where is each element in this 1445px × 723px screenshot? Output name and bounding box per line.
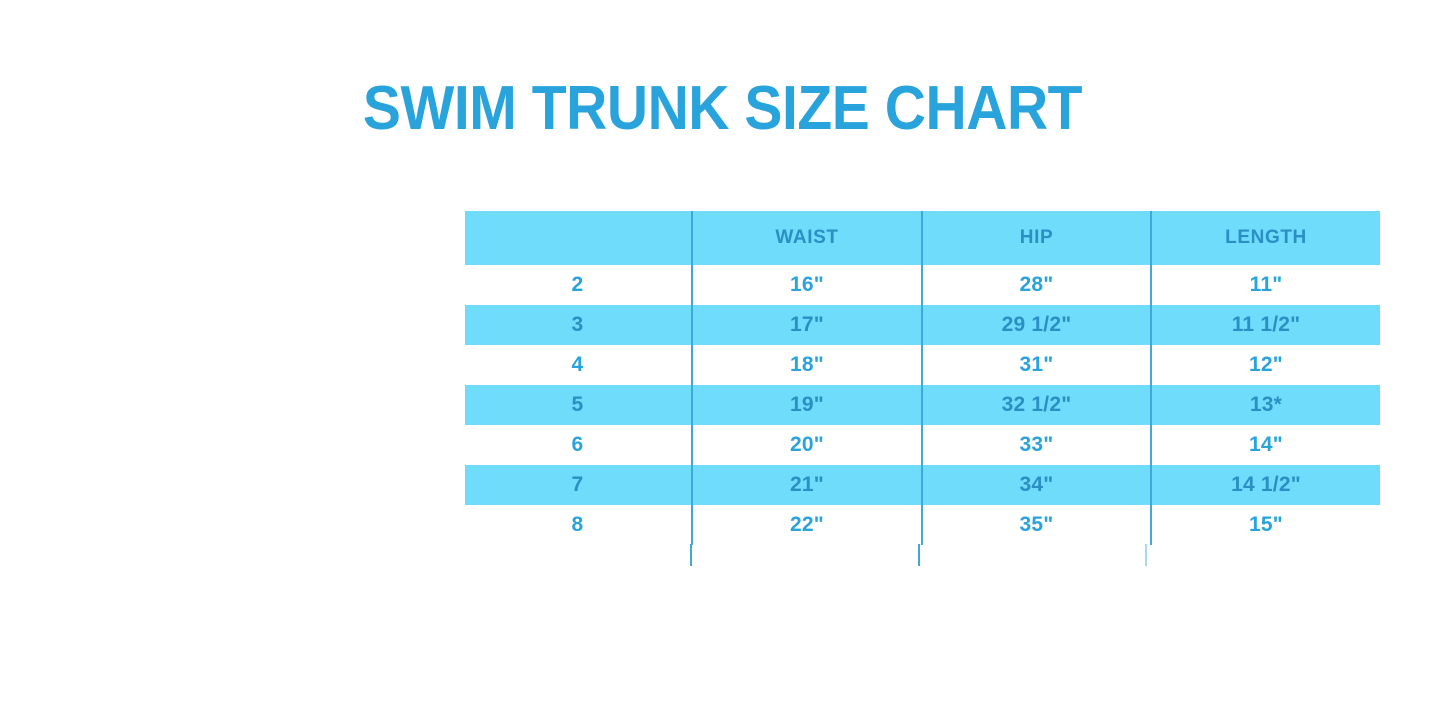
cell-length: 12" bbox=[1150, 345, 1380, 385]
table-header: WAIST HIP LENGTH bbox=[465, 211, 1380, 265]
cell-hip: 28" bbox=[921, 265, 1151, 305]
size-value: 2 bbox=[571, 273, 584, 296]
cell-size: 2 bbox=[465, 265, 692, 305]
size-value: 6 bbox=[571, 433, 584, 456]
cell-size: 7 bbox=[465, 465, 692, 505]
header-row: WAIST HIP LENGTH bbox=[465, 211, 1380, 265]
table-row: 7 21" 34" 14 1/2" bbox=[465, 465, 1380, 505]
swim-trunk-size-table: WAIST HIP LENGTH 2 16" 28" 11" 3 17" 29 1/2" 11… bbox=[465, 211, 1380, 545]
cell-length: 11 1/2" bbox=[1150, 305, 1380, 345]
column-header-hip: HIP bbox=[921, 211, 1151, 265]
cell-waist: 18" bbox=[691, 345, 922, 385]
cell-waist: 19" bbox=[691, 385, 922, 425]
cell-hip: 33" bbox=[921, 425, 1151, 465]
cell-size: 6 bbox=[465, 425, 692, 465]
cell-size: 4 bbox=[465, 345, 692, 385]
column-divider-tail-1 bbox=[690, 544, 692, 566]
cell-waist: 20" bbox=[691, 425, 922, 465]
cell-size: 5 bbox=[465, 385, 692, 425]
size-value: 3 bbox=[571, 313, 584, 336]
column-header-size bbox=[465, 211, 692, 265]
cell-hip: 35" bbox=[921, 505, 1151, 545]
table-body: 2 16" 28" 11" 3 17" 29 1/2" 11 1/2" 4 18" 31" 12" 5 1… bbox=[465, 265, 1380, 545]
cell-waist: 21" bbox=[691, 465, 922, 505]
cell-waist: 22" bbox=[691, 505, 922, 545]
cell-hip: 32 1/2" bbox=[921, 385, 1151, 425]
size-value: 5 bbox=[571, 393, 584, 416]
cell-length: 15" bbox=[1150, 505, 1380, 545]
column-divider-tail-3 bbox=[1145, 544, 1147, 566]
cell-hip: 34" bbox=[921, 465, 1151, 505]
cell-size: 8 bbox=[465, 505, 692, 545]
cell-length: 14" bbox=[1150, 425, 1380, 465]
table-row: 2 16" 28" 11" bbox=[465, 265, 1380, 305]
cell-waist: 17" bbox=[691, 305, 922, 345]
table-row: 8 22" 35" 15" bbox=[465, 505, 1380, 545]
cell-size: 3 bbox=[465, 305, 692, 345]
page-title: SWIM TRUNK SIZE CHART bbox=[362, 74, 1083, 143]
size-value: 7 bbox=[571, 473, 584, 496]
cell-length: 14 1/2" bbox=[1150, 465, 1380, 505]
size-value: 8 bbox=[571, 513, 584, 536]
cell-length: 11" bbox=[1150, 265, 1380, 305]
column-divider-tail-2 bbox=[918, 544, 920, 566]
cell-waist: 16" bbox=[691, 265, 922, 305]
column-header-length: LENGTH bbox=[1150, 211, 1380, 265]
size-value: 4 bbox=[571, 353, 584, 376]
table-row: 5 19" 32 1/2" 13* bbox=[465, 385, 1380, 425]
cell-length: 13* bbox=[1150, 385, 1380, 425]
column-header-waist: WAIST bbox=[691, 211, 922, 265]
cell-hip: 29 1/2" bbox=[921, 305, 1151, 345]
table-row: 6 20" 33" 14" bbox=[465, 425, 1380, 465]
table-row: 3 17" 29 1/2" 11 1/2" bbox=[465, 305, 1380, 345]
table-row: 4 18" 31" 12" bbox=[465, 345, 1380, 385]
cell-hip: 31" bbox=[921, 345, 1151, 385]
